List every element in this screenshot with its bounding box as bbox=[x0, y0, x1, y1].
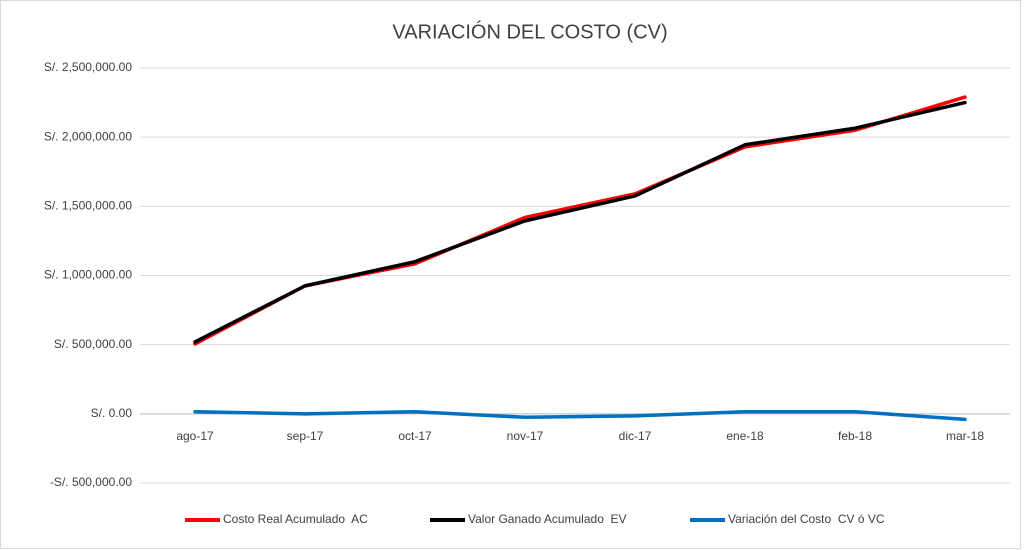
y-tick-label: -S/. 500,000.00 bbox=[50, 475, 132, 489]
x-tick-label: ago-17 bbox=[176, 429, 214, 443]
x-tick-label: sep-17 bbox=[287, 429, 324, 443]
y-tick-label: S/. 2,500,000.00 bbox=[44, 60, 132, 74]
x-tick-label: ene-18 bbox=[726, 429, 764, 443]
y-tick-label: S/. 1,000,000.00 bbox=[44, 268, 132, 282]
series-line bbox=[193, 410, 967, 422]
x-tick-label: dic-17 bbox=[619, 429, 652, 443]
legend-label: Variación del Costo CV ó VC bbox=[728, 512, 885, 526]
x-tick-label: mar-18 bbox=[946, 429, 984, 443]
y-tick-label: S/. 0.00 bbox=[91, 406, 133, 420]
y-tick-label: S/. 500,000.00 bbox=[54, 337, 132, 351]
legend-label: Valor Ganado Acumulado EV bbox=[468, 512, 627, 526]
y-tick-label: S/. 2,000,000.00 bbox=[44, 129, 132, 143]
x-tick-label: feb-18 bbox=[838, 429, 872, 443]
x-tick-label: oct-17 bbox=[398, 429, 432, 443]
legend-label: Costo Real Acumulado AC bbox=[223, 512, 368, 526]
y-tick-label: S/. 1,500,000.00 bbox=[44, 199, 132, 213]
chart-title: VARIACIÓN DEL COSTO (CV) bbox=[392, 20, 667, 43]
x-tick-label: nov-17 bbox=[507, 429, 544, 443]
series-line bbox=[193, 100, 967, 344]
